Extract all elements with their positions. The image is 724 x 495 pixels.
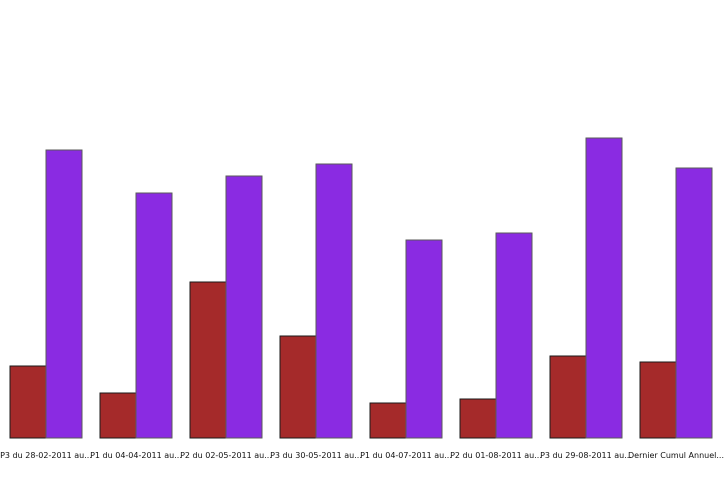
bar-series2-3 (225, 175, 263, 439)
bar-series2-1 (45, 149, 83, 439)
bar-series2-6 (495, 232, 533, 439)
bar-series1-1 (9, 365, 47, 439)
bar-series1-8 (639, 361, 677, 439)
x-tick-label: P1 du 04-07-2011 au... (360, 451, 452, 460)
bar-series2-8 (675, 167, 713, 439)
tick-labels-group: P3 du 28-02-2011 au...P1 du 04-04-2011 a… (0, 451, 724, 460)
bar-series1-5 (369, 402, 407, 439)
bar-series2-7 (585, 137, 623, 439)
x-tick-label: P1 du 04-04-2011 au... (90, 451, 182, 460)
bar-series1-2 (99, 392, 137, 439)
bar-series1-4 (279, 335, 317, 439)
bar-series1-7 (549, 355, 587, 439)
x-tick-label: P3 du 29-08-2011 au... (540, 451, 632, 460)
x-tick-label: P2 du 01-08-2011 au... (450, 451, 542, 460)
x-tick-label: Dernier Cumul Annuel... (628, 451, 724, 460)
bar-series2-2 (135, 192, 173, 439)
bar-series1-6 (459, 398, 497, 439)
bars-group (9, 137, 713, 439)
x-tick-label: P3 du 30-05-2011 au... (270, 451, 362, 460)
x-tick-label: P3 du 28-02-2011 au... (0, 451, 92, 460)
bar-series1-3 (189, 281, 227, 439)
bar-series2-5 (405, 239, 443, 439)
x-tick-label: P2 du 02-05-2011 au... (180, 451, 272, 460)
bar-series2-4 (315, 163, 353, 439)
